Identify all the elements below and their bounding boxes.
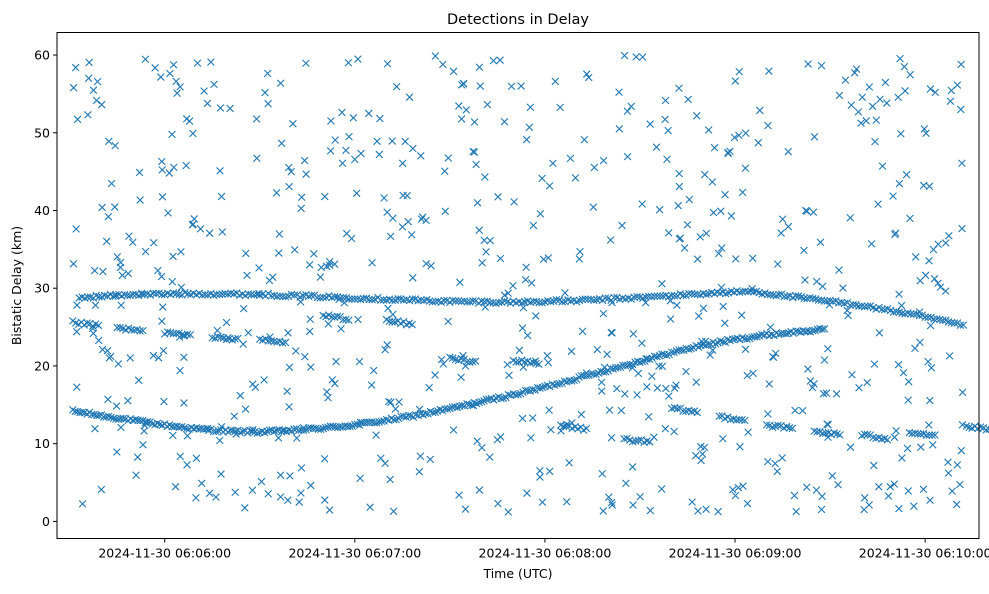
x-tick-label: 2024-11-30 06:06:00 [98,546,231,561]
x-tick-label: 2024-11-30 06:08:00 [479,546,612,561]
x-tick-label: 2024-11-30 06:10:00 [859,546,989,561]
y-tick-label: 20 [34,358,50,373]
y-tick-label: 40 [34,203,50,218]
y-tick-label: 50 [34,125,50,140]
y-axis-label: Bistatic Delay (km) [9,226,24,345]
y-tick-label: 30 [34,281,50,296]
y-tick-label: 10 [34,436,50,451]
x-axis-label: Time (UTC) [482,566,552,581]
x-tick-label: 2024-11-30 06:07:00 [288,546,421,561]
x-tick-label: 2024-11-30 06:09:00 [669,546,802,561]
y-tick-label: 0 [42,514,50,529]
chart-title: Detections in Delay [447,12,589,28]
y-tick-label: 60 [34,48,50,63]
